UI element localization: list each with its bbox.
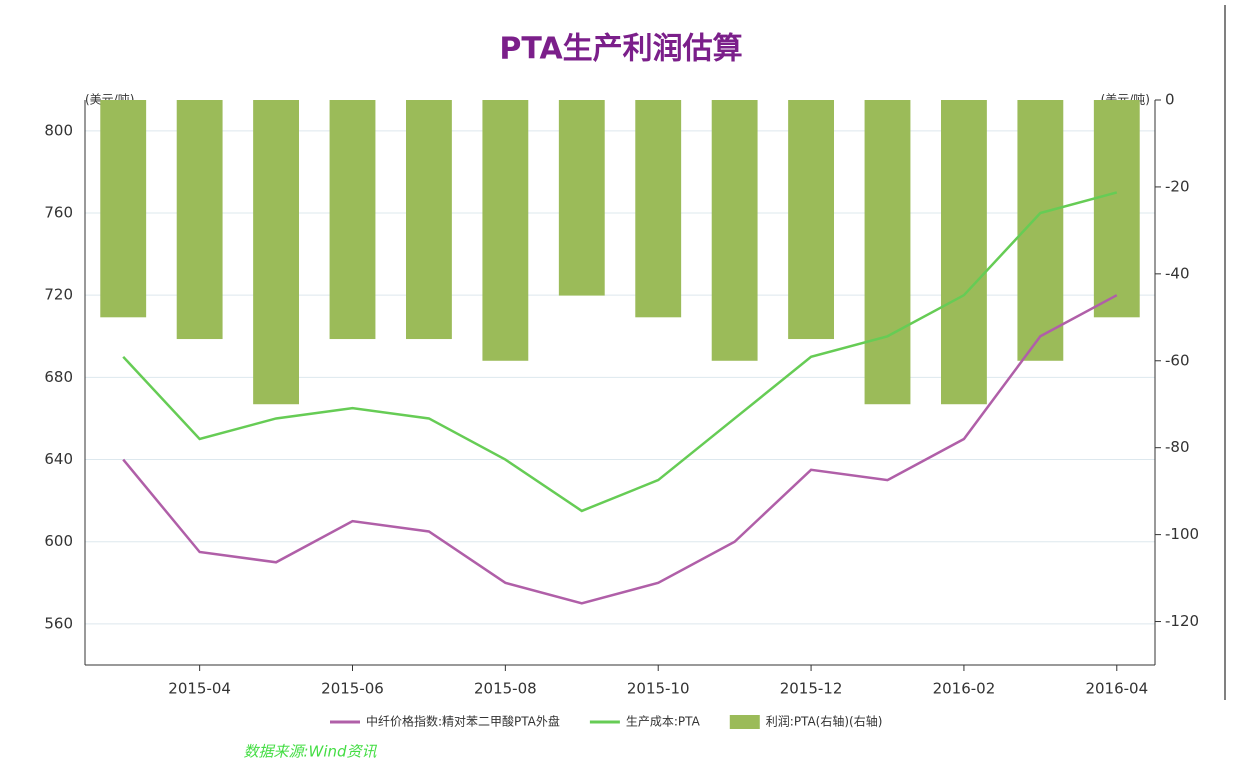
bar <box>482 100 528 361</box>
x-tick-label: 2016-02 <box>933 680 996 698</box>
x-tick-label: 2015-06 <box>321 680 384 698</box>
chart-title: PTA生产利润估算 <box>499 32 742 67</box>
y-tick-label: 560 <box>44 614 73 632</box>
y2-tick-label: -40 <box>1165 264 1190 282</box>
x-tick-label: 2015-08 <box>474 680 537 698</box>
y2-tick-label: -60 <box>1165 351 1190 369</box>
bar <box>253 100 299 404</box>
y2-tick-label: -80 <box>1165 438 1190 456</box>
bar <box>712 100 758 361</box>
bar <box>559 100 605 296</box>
chart: PTA生产利润估算 (美元/吨) (美元/吨) 数据来源:Wind资讯 5606… <box>0 0 1243 767</box>
y2-tick-label: -120 <box>1165 612 1199 630</box>
bar <box>865 100 911 404</box>
y-tick-label: 720 <box>44 286 73 304</box>
page: {"chart_data": {"type": "combo", "title"… <box>0 0 1243 767</box>
legend-label: 中纤价格指数:精对苯二甲酸PTA外盘 <box>366 714 560 729</box>
bar <box>635 100 681 317</box>
y-tick-label: 680 <box>44 368 73 386</box>
y-tick-label: 640 <box>44 450 73 468</box>
y2-tick-label: 0 <box>1165 91 1175 109</box>
y2-tick-label: -100 <box>1165 525 1199 543</box>
x-tick-label: 2015-10 <box>627 680 690 698</box>
bar <box>100 100 146 317</box>
y-tick-label: 600 <box>44 532 73 550</box>
x-tick-label: 2015-04 <box>168 680 231 698</box>
legend-label: 利润:PTA(右轴)(右轴) <box>766 714 883 729</box>
bar <box>1094 100 1140 317</box>
x-tick-label: 2015-12 <box>780 680 843 698</box>
x-tick-label: 2016-04 <box>1085 680 1148 698</box>
bar <box>788 100 834 339</box>
bar <box>941 100 987 404</box>
bar <box>330 100 376 339</box>
source-note: 数据来源:Wind资讯 <box>243 743 377 761</box>
y-tick-label: 760 <box>44 204 73 222</box>
legend-label: 生产成本:PTA <box>626 715 701 729</box>
legend-swatch <box>730 715 760 729</box>
y-tick-label: 800 <box>44 121 73 139</box>
bar <box>177 100 223 339</box>
bar <box>406 100 452 339</box>
y2-tick-label: -20 <box>1165 177 1190 195</box>
